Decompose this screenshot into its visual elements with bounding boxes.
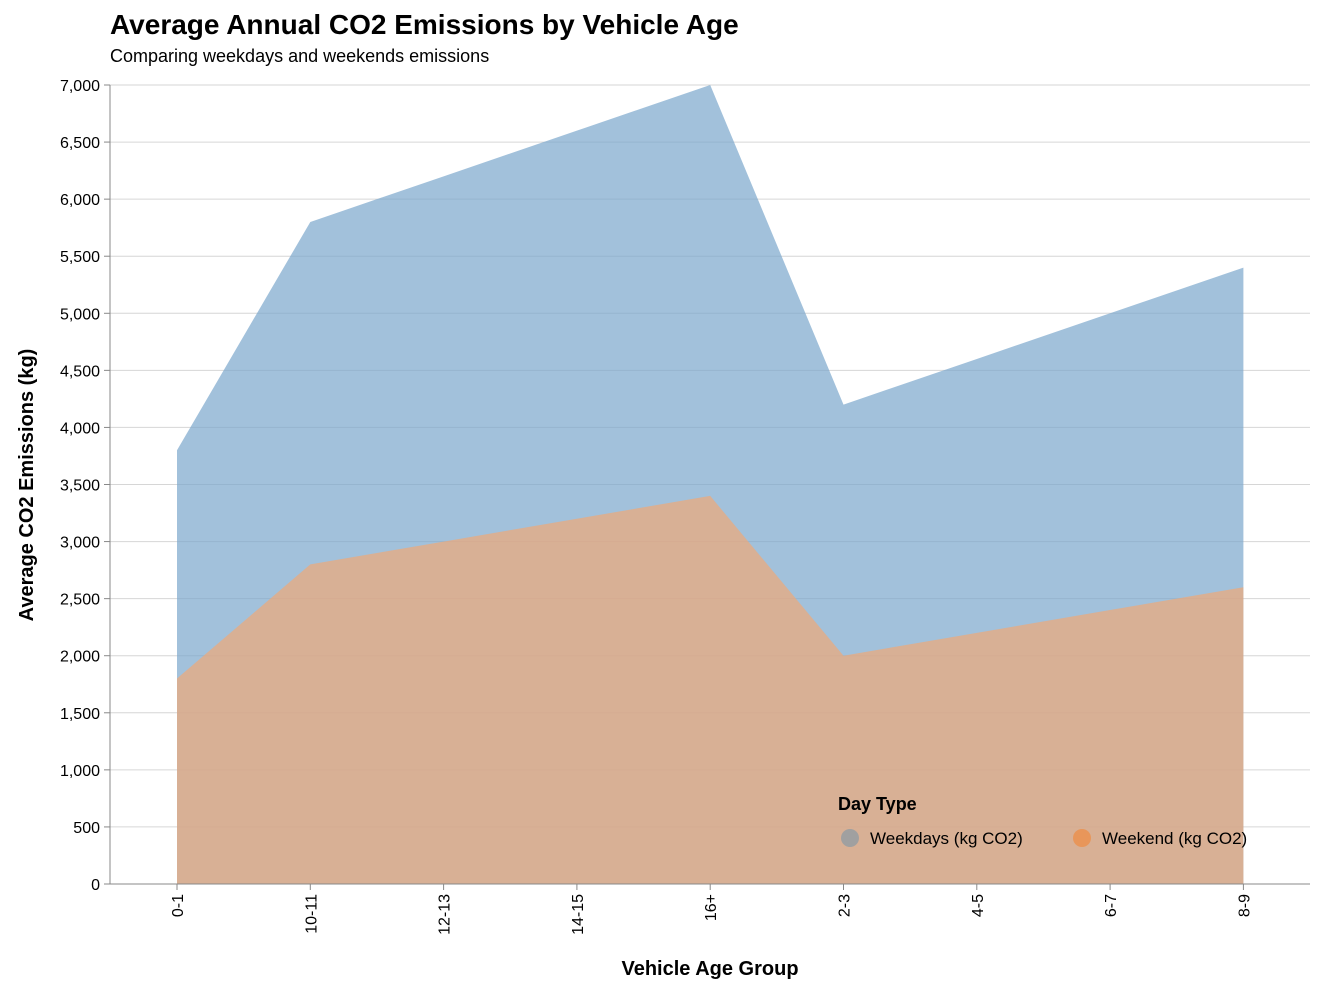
legend-label: Weekdays (kg CO2) <box>870 829 1023 848</box>
y-tick-label: 1,500 <box>60 706 100 723</box>
y-tick-label: 1,000 <box>60 763 100 780</box>
x-tick-label: 2-3 <box>837 894 854 917</box>
x-tick-label: 4-5 <box>970 894 987 917</box>
x-tick-label: 6-7 <box>1103 894 1120 917</box>
legend-items: Weekdays (kg CO2) Weekend (kg CO2) <box>841 829 1247 848</box>
y-tick-label: 5,500 <box>60 249 100 266</box>
chart-title: Average Annual CO2 Emissions by Vehicle … <box>110 9 739 40</box>
area-series-weekend <box>177 495 1244 884</box>
y-tick-label: 6,500 <box>60 135 100 152</box>
y-tick-label: 3,500 <box>60 478 100 495</box>
y-tick-label: 500 <box>73 820 100 837</box>
y-tick-label: 2,000 <box>60 649 100 666</box>
x-tick-label: 16+ <box>703 894 720 921</box>
legend-swatch <box>841 829 859 847</box>
y-axis-title: Average CO2 Emissions (kg) <box>16 349 38 622</box>
x-tick-label: 8-9 <box>1236 894 1253 917</box>
legend-label: Weekend (kg CO2) <box>1102 829 1247 848</box>
x-tick-label: 10-11 <box>303 894 320 934</box>
plot-areas <box>177 85 1244 884</box>
y-tick-label: 2,500 <box>60 592 100 609</box>
chart-subtitle: Comparing weekdays and weekends emission… <box>110 46 489 66</box>
y-tick-label: 4,000 <box>60 420 100 437</box>
legend-title: Day Type <box>838 794 917 814</box>
y-tick-label: 7,000 <box>60 78 100 95</box>
legend-swatch <box>1073 829 1091 847</box>
x-tick-label: 12-13 <box>437 894 454 935</box>
y-tick-label: 4,500 <box>60 363 100 380</box>
y-tick-label: 0 <box>91 877 100 894</box>
legend: Day Type Weekdays (kg CO2) Weekend (kg CO… <box>838 794 1247 848</box>
y-tick-label: 3,000 <box>60 535 100 552</box>
x-axis-title: Vehicle Age Group <box>621 958 798 980</box>
x-tick-label: 0-1 <box>170 894 187 917</box>
axes: 0 500 1,000 1,500 2,000 2,500 3,000 3,500 4,000 4… <box>60 78 1310 935</box>
x-tick-label: 14-15 <box>570 894 587 935</box>
y-tick-label: 6,000 <box>60 192 100 209</box>
y-tick-label: 5,000 <box>60 306 100 323</box>
